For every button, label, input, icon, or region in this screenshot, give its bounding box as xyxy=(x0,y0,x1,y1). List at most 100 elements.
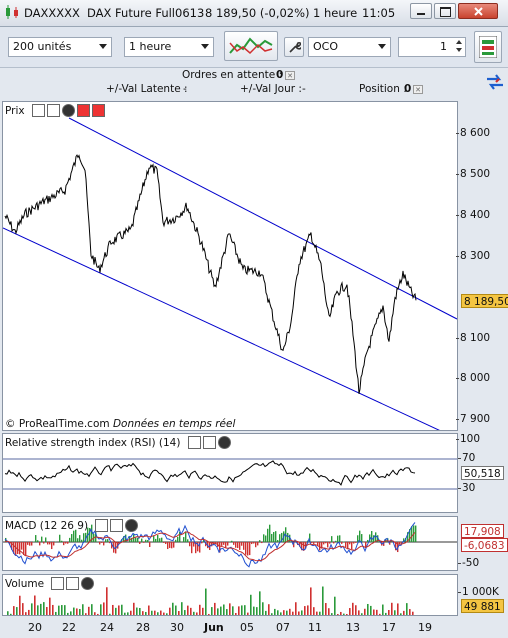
macd-histogram-bar xyxy=(137,537,139,542)
reverse-position-icon[interactable] xyxy=(484,71,506,93)
order-book-button[interactable] xyxy=(474,31,502,63)
window-icon[interactable] xyxy=(202,436,216,449)
volume-bar xyxy=(352,602,354,615)
volume-bar xyxy=(85,613,87,615)
macd-panel[interactable]: MACD (12 26 9) xyxy=(2,516,458,571)
macd-histogram-bar xyxy=(233,542,235,545)
macd-histogram-bar xyxy=(241,542,243,546)
macd-histogram-bar xyxy=(309,533,311,542)
volume-bar xyxy=(190,607,192,615)
volume-bar xyxy=(271,613,273,615)
volume-bar xyxy=(112,604,114,615)
macd-histogram-bar xyxy=(395,542,397,551)
wrench-icon[interactable] xyxy=(51,577,65,590)
volume-bar xyxy=(403,610,405,615)
macd-histogram-bar xyxy=(37,540,39,542)
close-icon[interactable] xyxy=(61,104,75,117)
macd-histogram-bar xyxy=(237,542,239,548)
volume-bar xyxy=(124,612,126,615)
macd-histogram-bar xyxy=(339,535,341,542)
order-list-icon xyxy=(479,36,497,58)
volume-bar xyxy=(136,607,138,615)
volume-chart[interactable] xyxy=(3,575,458,616)
macd-histogram-bar xyxy=(361,534,363,542)
chart-trading-button[interactable] xyxy=(224,31,278,61)
cancel-orders-icon[interactable]: ✕ xyxy=(285,71,295,80)
volume-bar xyxy=(16,607,18,615)
macd-histogram-bar xyxy=(247,542,249,556)
wrench-icon[interactable] xyxy=(95,519,109,532)
window-icon[interactable] xyxy=(46,104,60,117)
volume-bar xyxy=(394,610,396,615)
close-icon[interactable] xyxy=(125,519,139,532)
close-icon[interactable] xyxy=(217,436,231,449)
volume-bar xyxy=(91,604,93,615)
macd-histogram-bar xyxy=(103,542,105,546)
volume-bar xyxy=(301,610,303,615)
quantity-stepper[interactable]: 1 xyxy=(398,37,466,57)
macd-histogram-bar xyxy=(159,538,161,542)
macd-histogram-bar xyxy=(313,542,315,544)
macd-histogram-bar xyxy=(199,542,201,553)
macd-histogram-bar xyxy=(389,542,391,545)
pending-orders-label: Ordres en attente : xyxy=(182,69,283,81)
volume-bar xyxy=(103,602,105,615)
price-panel[interactable]: Prix © ProRealTime.com Données en temps … xyxy=(2,101,458,431)
rsi-panel[interactable]: Relative strength index (RSI) (14) xyxy=(2,433,458,513)
macd-histogram-bar xyxy=(43,542,45,544)
volume-bar xyxy=(118,605,120,615)
price-tick: 8 400 xyxy=(455,209,491,221)
volume-bar xyxy=(76,608,78,615)
macd-histogram-bar xyxy=(157,535,159,542)
period-select[interactable]: 1 heure xyxy=(124,37,214,57)
volume-bars xyxy=(7,586,414,615)
volume-bar xyxy=(37,605,39,615)
macd-histogram-bar xyxy=(287,532,289,542)
macd-panel-header: MACD (12 26 9) xyxy=(5,519,140,533)
volume-bar xyxy=(25,612,27,615)
volume-bar xyxy=(334,596,336,615)
volume-bar xyxy=(106,587,108,615)
macd-histogram-bar xyxy=(165,542,167,545)
macd-histogram-bar xyxy=(61,540,63,542)
volume-bar xyxy=(187,605,189,615)
settings-button[interactable] xyxy=(284,37,304,57)
order-type-select[interactable]: OCO xyxy=(308,37,391,57)
macd-chart[interactable] xyxy=(3,517,458,571)
window-icon[interactable] xyxy=(110,519,124,532)
minimize-button[interactable] xyxy=(410,3,432,19)
volume-panel[interactable]: Volume xyxy=(2,574,458,616)
price-tick: 8 500 xyxy=(455,168,491,180)
time-axis-label: 30 xyxy=(170,621,184,634)
macd-histogram-bar xyxy=(45,537,47,542)
stepper-down-icon[interactable] xyxy=(456,48,462,52)
wrench-icon[interactable] xyxy=(31,104,45,117)
macd-histogram-bar xyxy=(357,535,359,542)
price-tick: 8 100 xyxy=(455,332,491,344)
price-chart[interactable] xyxy=(3,102,458,431)
arrow-down-icon[interactable] xyxy=(91,104,105,117)
wrench-icon[interactable] xyxy=(187,436,201,449)
stepper-up-icon[interactable] xyxy=(456,40,462,44)
macd-histogram-bar xyxy=(341,542,343,544)
volume-bar xyxy=(232,606,234,615)
window-icon[interactable] xyxy=(66,577,80,590)
close-position-icon[interactable]: ✕ xyxy=(413,85,423,94)
macd-histogram-bar xyxy=(271,533,273,542)
pending-orders-value: 0 xyxy=(276,69,284,81)
macd-histogram-bar xyxy=(365,542,367,549)
volume-bar xyxy=(52,604,54,615)
maximize-button[interactable] xyxy=(434,3,456,19)
close-icon[interactable] xyxy=(81,577,95,590)
volume-bar xyxy=(145,611,147,615)
title-bar: DAXXXXX DAX Future Full0613 8 189,50 (-0… xyxy=(0,0,508,27)
macd-histogram-bar xyxy=(39,542,41,546)
volume-bar xyxy=(400,613,402,615)
rsi-value-tag: 50,518 xyxy=(461,466,504,480)
close-window-button[interactable] xyxy=(458,3,498,19)
volume-bar xyxy=(64,605,66,615)
volume-bar xyxy=(7,611,9,615)
rsi-chart[interactable] xyxy=(3,434,458,513)
units-select[interactable]: 200 unités xyxy=(8,37,112,57)
arrow-up-icon[interactable] xyxy=(76,104,90,117)
